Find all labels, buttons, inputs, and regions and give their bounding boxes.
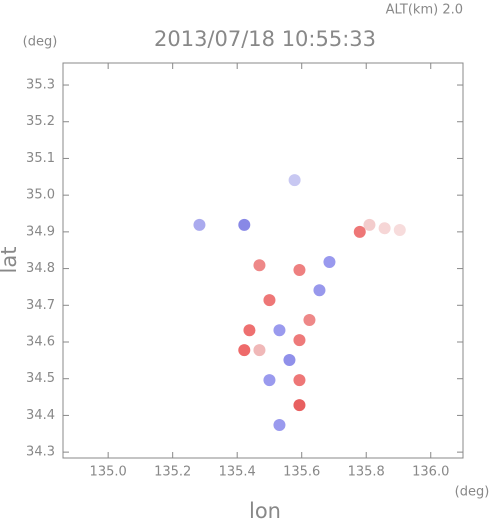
y-tick-label: 34.5 — [26, 371, 55, 386]
echo-point — [353, 225, 366, 238]
echo-point — [273, 324, 286, 337]
x-tick-label: 135.4 — [219, 465, 256, 480]
y-tick-label: 34.8 — [26, 261, 55, 276]
y-tick-label: 34.7 — [26, 298, 55, 313]
echo-point — [238, 344, 251, 357]
x-unit: (deg) — [455, 485, 490, 500]
x-axis-label: lon — [249, 499, 281, 521]
echo-point — [263, 294, 276, 307]
echo-point — [303, 313, 316, 326]
echo-point — [253, 259, 266, 272]
echo-point — [293, 374, 306, 387]
x-tick-label: 135.0 — [90, 465, 127, 480]
echo-point — [288, 174, 301, 187]
echo-point — [273, 418, 286, 431]
echo-point — [378, 222, 391, 235]
echo-point — [283, 353, 296, 366]
plot-frame — [62, 62, 464, 459]
echo-point — [323, 255, 336, 268]
y-axis-label: lat — [0, 247, 21, 274]
y-tick-label: 35.2 — [26, 114, 55, 129]
echo-point — [238, 218, 251, 231]
y-tick-label: 35.0 — [26, 188, 55, 203]
echo-point — [193, 218, 206, 231]
echo-point — [393, 224, 406, 237]
y-tick-label: 34.4 — [26, 408, 55, 423]
echo-point — [263, 374, 276, 387]
y-tick-label: 34.3 — [26, 445, 55, 460]
x-tick-label: 135.6 — [283, 465, 320, 480]
chart-title: 2013/07/18 10:55:33 — [154, 27, 376, 51]
x-tick-label: 135.2 — [154, 465, 191, 480]
echo-point — [293, 399, 306, 412]
y-tick-label: 34.6 — [26, 334, 55, 349]
x-tick-label: 136.0 — [412, 465, 449, 480]
echo-point — [253, 344, 266, 357]
y-tick-label: 35.3 — [26, 78, 55, 93]
x-tick-label: 135.8 — [348, 465, 385, 480]
echo-point — [243, 324, 256, 337]
echo-point — [293, 264, 306, 277]
echo-point — [293, 334, 306, 347]
echo-point — [313, 284, 326, 297]
y-tick-label: 35.1 — [26, 151, 55, 166]
y-unit: (deg) — [23, 35, 58, 50]
echo-point — [363, 218, 376, 231]
subtitle: ALT(km) 2.0 — [386, 3, 463, 18]
y-tick-label: 34.9 — [26, 224, 55, 239]
